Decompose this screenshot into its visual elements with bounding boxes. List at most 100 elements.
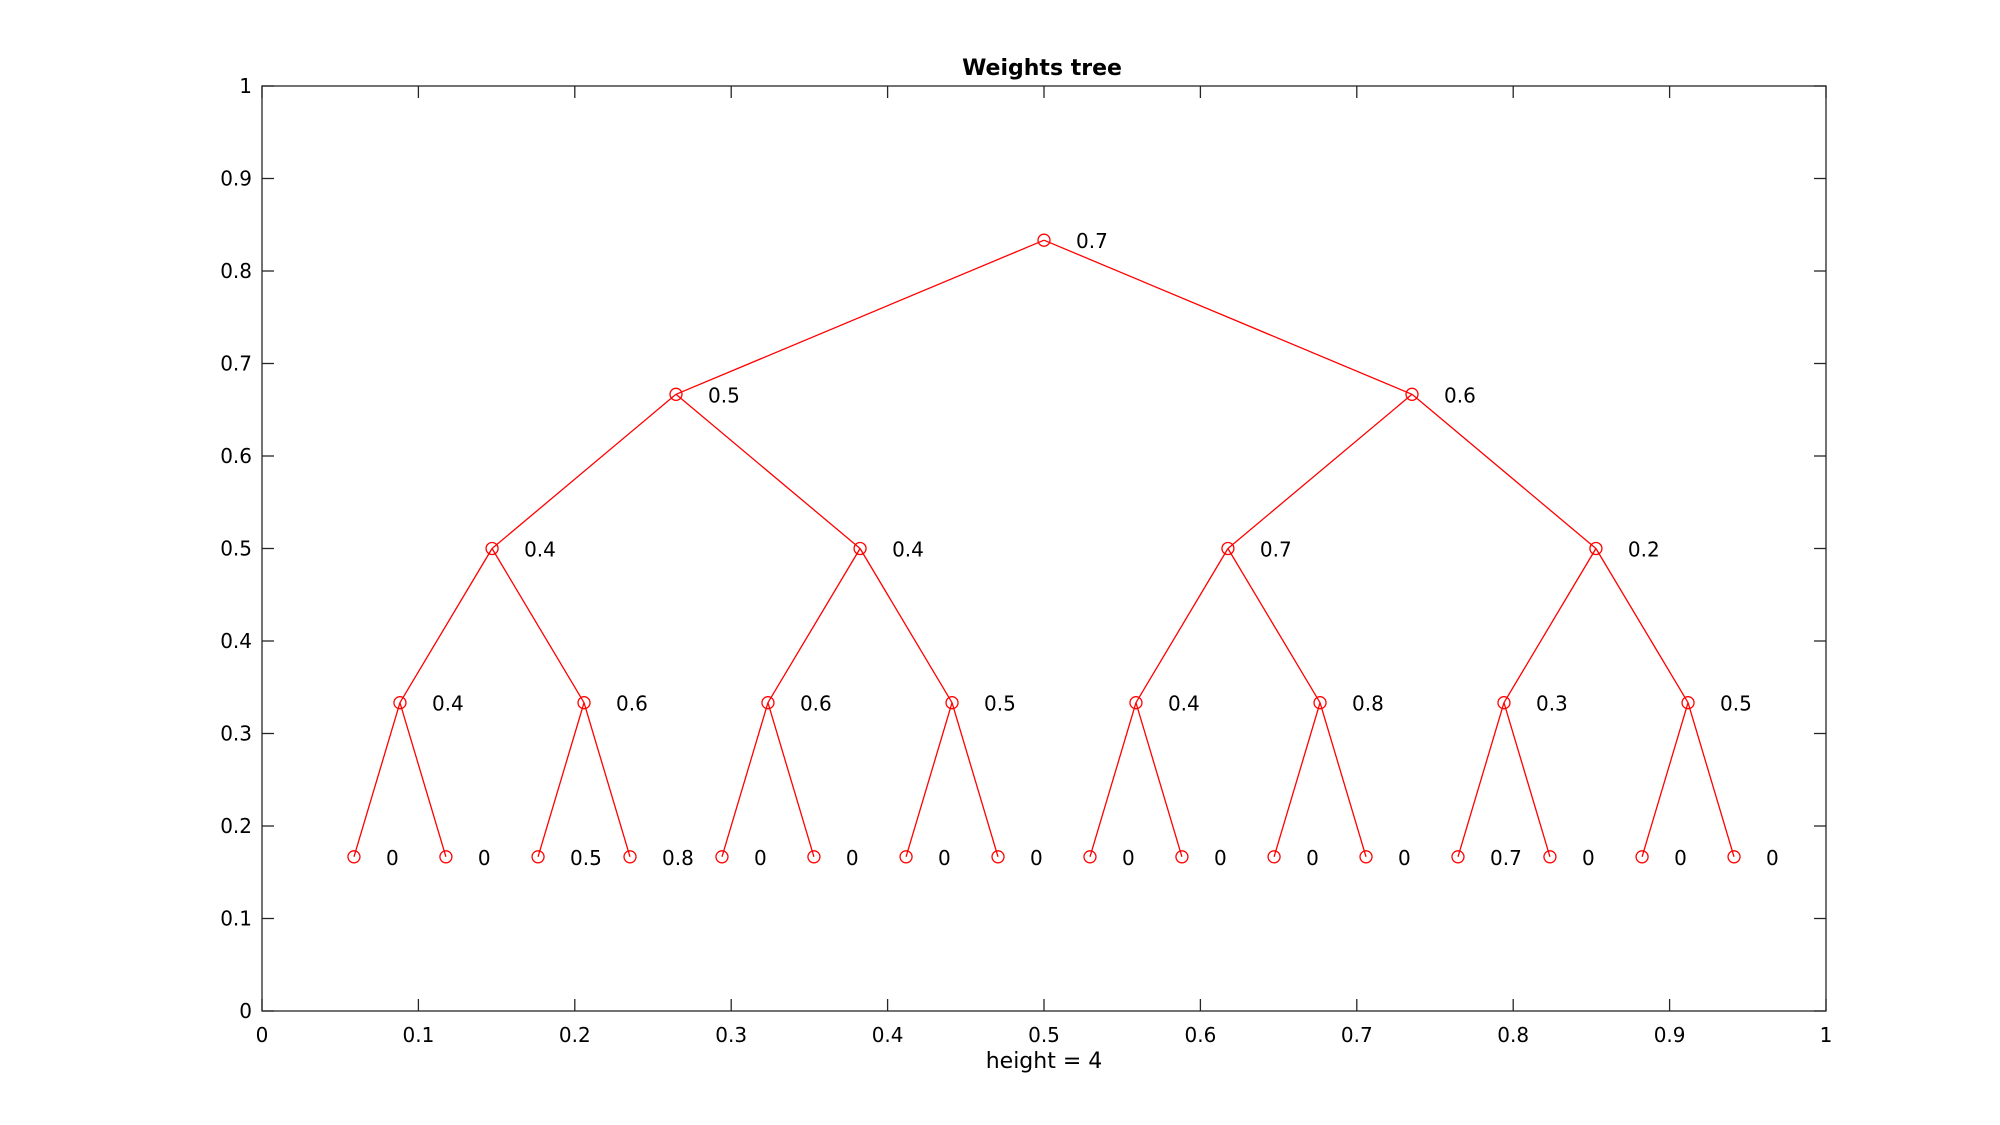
tree-node-marker — [1589, 541, 1603, 556]
node-weight-label: 0.5 — [708, 383, 740, 407]
y-tick-label: 0.4 — [220, 629, 252, 653]
node-weight-label: 0.7 — [1260, 538, 1292, 562]
tree-node-marker — [853, 541, 867, 556]
tree-edge — [1411, 393, 1597, 549]
node-weight-label: 0.8 — [1352, 692, 1384, 716]
tree-edge — [399, 548, 493, 704]
tree-edge — [675, 393, 861, 549]
node-weight-label: 0.5 — [570, 846, 602, 870]
node-weight-label: 0 — [846, 846, 859, 870]
tree-node-marker — [669, 387, 683, 401]
tree-edge — [675, 239, 1045, 395]
tree-edge — [491, 393, 677, 549]
tree-node-marker — [807, 850, 821, 864]
tree-edge — [537, 702, 585, 857]
node-weight-label: 0 — [1766, 846, 1779, 870]
y-tick-label: 1 — [239, 74, 252, 98]
tree-edge — [1503, 548, 1597, 704]
tree-node-marker — [439, 850, 453, 864]
tree-edge — [1595, 548, 1689, 704]
x-tick-label: 0.8 — [1497, 1023, 1529, 1047]
node-weight-label: 0.5 — [984, 692, 1016, 716]
node-weight-label: 0 — [1306, 846, 1319, 870]
node-weight-label: 0 — [386, 846, 399, 870]
tree-node-marker — [761, 696, 775, 710]
tree-edge — [1503, 702, 1551, 857]
node-weight-label: 0.4 — [432, 692, 464, 716]
node-weight-label: 0 — [754, 846, 767, 870]
node-weight-label: 0 — [1214, 846, 1227, 870]
tree-node-marker — [623, 850, 637, 864]
node-weight-label: 0.4 — [1168, 692, 1200, 716]
node-weight-label: 0.7 — [1076, 229, 1108, 253]
node-weight-label: 0 — [938, 846, 951, 870]
tree-node-marker — [1221, 541, 1235, 556]
node-weight-label: 0.3 — [1536, 692, 1568, 716]
tree-edge — [1457, 702, 1505, 857]
tree-edge — [951, 702, 999, 857]
y-axis: 0 0.1 0.2 0.3 0.4 0.5 0.6 0.7 0.8 0.9 1 — [220, 74, 1826, 1023]
y-tick-label: 0.6 — [220, 444, 252, 468]
x-tick-label: 1 — [1820, 1023, 1833, 1047]
tree-node-marker — [1175, 850, 1189, 864]
node-labels: 0.7 0.5 0.6 0.4 0.4 0.7 0.2 0.4 0.6 0.6 0.5 0.4 0.8 0… — [386, 229, 1779, 870]
tree-node-marker — [1727, 850, 1741, 864]
tree-node-marker — [1543, 850, 1557, 864]
y-tick-label: 0.8 — [220, 259, 252, 283]
x-tick-label: 0.5 — [1028, 1023, 1060, 1047]
tree-node-marker — [1129, 696, 1143, 710]
tree-node-marker — [1359, 850, 1373, 864]
node-weight-label: 0 — [1582, 846, 1595, 870]
y-tick-label: 0.7 — [220, 352, 252, 376]
tree-edge — [767, 702, 815, 857]
tree-node-marker — [485, 541, 499, 556]
tree-node-marker — [1451, 850, 1465, 864]
tree-edge — [1135, 548, 1229, 704]
tree-node-marker — [531, 850, 545, 864]
tree-node-marker — [1313, 696, 1327, 710]
node-weight-label: 0.4 — [892, 538, 924, 562]
tree-edge — [1227, 548, 1321, 704]
node-weight-label: 0 — [1030, 846, 1043, 870]
x-tick-label: 0.2 — [559, 1023, 591, 1047]
tree-edge — [1043, 239, 1413, 395]
tree-node-marker — [1405, 387, 1419, 401]
x-tick-label: 0.3 — [715, 1023, 747, 1047]
x-axis-label: height = 4 — [986, 1049, 1103, 1074]
tree-node-marker — [1083, 850, 1097, 864]
tree-edge — [1089, 702, 1137, 857]
tree-node-marker — [393, 696, 407, 710]
chart-title: Weights tree — [962, 56, 1122, 81]
node-weight-label: 0.6 — [1444, 383, 1476, 407]
x-tick-label: 0.4 — [872, 1023, 904, 1047]
x-tick-label: 0 — [256, 1023, 269, 1047]
tree-edge — [721, 702, 769, 857]
y-tick-label: 0.9 — [220, 167, 252, 191]
tree-node-marker — [577, 696, 591, 710]
tree-edge — [353, 702, 401, 857]
tree-node-marker — [899, 850, 913, 864]
tree-node-marker — [991, 850, 1005, 864]
node-weight-label: 0.7 — [1490, 846, 1522, 870]
tree-nodes — [347, 233, 1741, 864]
x-tick-label: 0.9 — [1654, 1023, 1686, 1047]
node-weight-label: 0 — [1398, 846, 1411, 870]
y-tick-label: 0.2 — [220, 814, 252, 838]
node-weight-label: 0 — [1674, 846, 1687, 870]
node-weight-label: 0 — [478, 846, 491, 870]
x-tick-label: 0.6 — [1184, 1023, 1216, 1047]
y-tick-label: 0 — [239, 999, 252, 1023]
tree-edge — [1227, 393, 1413, 549]
y-tick-label: 0.1 — [220, 907, 252, 931]
tree-node-marker — [945, 696, 959, 710]
tree-edge — [1135, 702, 1183, 857]
tree-edge — [1273, 702, 1321, 857]
node-weight-label: 0.6 — [616, 692, 648, 716]
tree-edge — [905, 702, 953, 857]
y-tick-label: 0.3 — [220, 722, 252, 746]
tree-node-marker — [1635, 850, 1649, 864]
y-tick-label: 0.5 — [220, 537, 252, 561]
tree-node-marker — [1681, 696, 1695, 710]
x-tick-label: 0.1 — [402, 1023, 434, 1047]
